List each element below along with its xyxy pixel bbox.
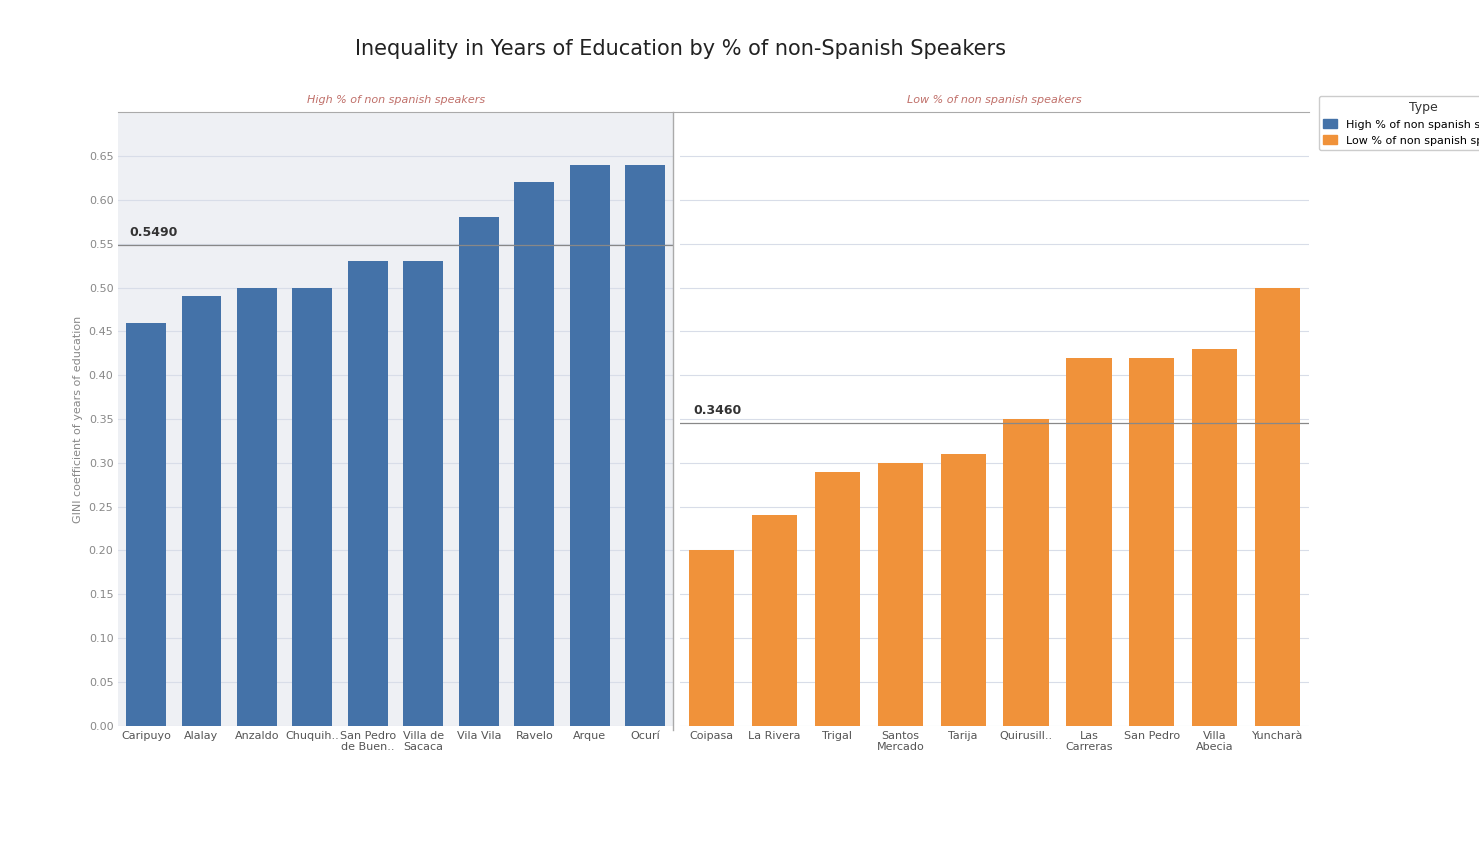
Bar <box>626 165 666 726</box>
Text: High % of non spanish speakers: High % of non spanish speakers <box>306 95 485 105</box>
Y-axis label: GINI coefficient of years of education: GINI coefficient of years of education <box>72 315 83 523</box>
Bar <box>404 261 444 726</box>
Bar <box>877 463 923 726</box>
Bar <box>1192 349 1238 726</box>
Bar <box>1003 419 1049 726</box>
Text: 0.3460: 0.3460 <box>692 404 741 417</box>
Bar <box>569 165 609 726</box>
Bar <box>941 454 986 726</box>
Bar <box>689 550 735 726</box>
Bar <box>293 288 333 726</box>
Text: 0.5490: 0.5490 <box>130 226 177 239</box>
Bar <box>126 322 166 726</box>
Bar <box>815 472 861 726</box>
Bar <box>348 261 387 726</box>
Text: Low % of non spanish speakers: Low % of non spanish speakers <box>907 95 1083 105</box>
Bar <box>458 218 498 726</box>
Bar <box>1254 288 1300 726</box>
Bar <box>751 516 797 726</box>
Legend: High % of non spanish speakers, Low % of non spanish speakers: High % of non spanish speakers, Low % of… <box>1319 96 1479 150</box>
Text: Inequality in Years of Education by % of non-Spanish Speakers: Inequality in Years of Education by % of… <box>355 39 1006 59</box>
Bar <box>1128 358 1174 726</box>
Bar <box>182 296 222 726</box>
Bar <box>1066 358 1112 726</box>
Bar <box>237 288 277 726</box>
Bar <box>515 182 555 726</box>
